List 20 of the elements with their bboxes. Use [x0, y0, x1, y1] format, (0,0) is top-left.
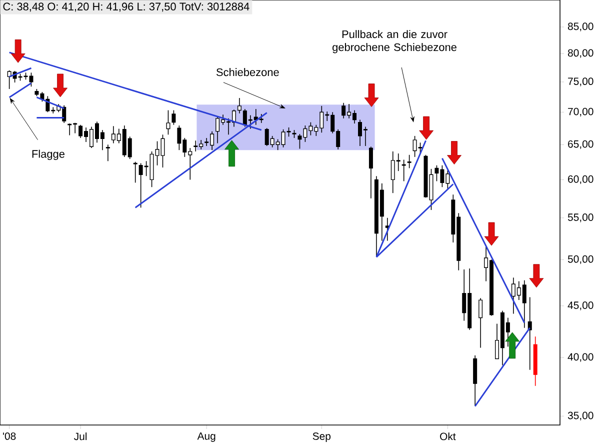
y-tick-label: 85,00: [568, 22, 594, 32]
y-tick-label: 80,00: [568, 49, 594, 58]
annotation: Pullback an die zuvor gebrochene Schiebezone: [332, 30, 456, 54]
x-tick-label: Aug: [197, 432, 216, 442]
x-tick-label: '08: [3, 432, 16, 440]
y-tick-label: 75,00: [568, 78, 594, 86]
y-tick-label: 40,00: [568, 353, 594, 362]
y-tick-label: 70,00: [568, 108, 594, 116]
y-tick-label: 60,00: [568, 175, 594, 184]
x-tick-label: Jul: [74, 432, 87, 440]
y-tick-label: 55,00: [568, 214, 594, 222]
y-tick-label: 65,00: [568, 140, 594, 149]
y-tick-label: 45,00: [568, 302, 594, 310]
annotation: Flagge: [32, 150, 64, 160]
band-label: Schiebezone: [216, 68, 279, 76]
y-tick-label: 50,00: [568, 255, 594, 264]
x-tick-label: Okt: [440, 432, 456, 440]
y-tick-label: 35,00: [568, 412, 594, 420]
chart-title: C: 38,48 O: 41,20 H: 41,96 L: 37,50 TotV: 3012884: [3, 2, 250, 12]
x-tick-label: Sep: [312, 432, 331, 442]
